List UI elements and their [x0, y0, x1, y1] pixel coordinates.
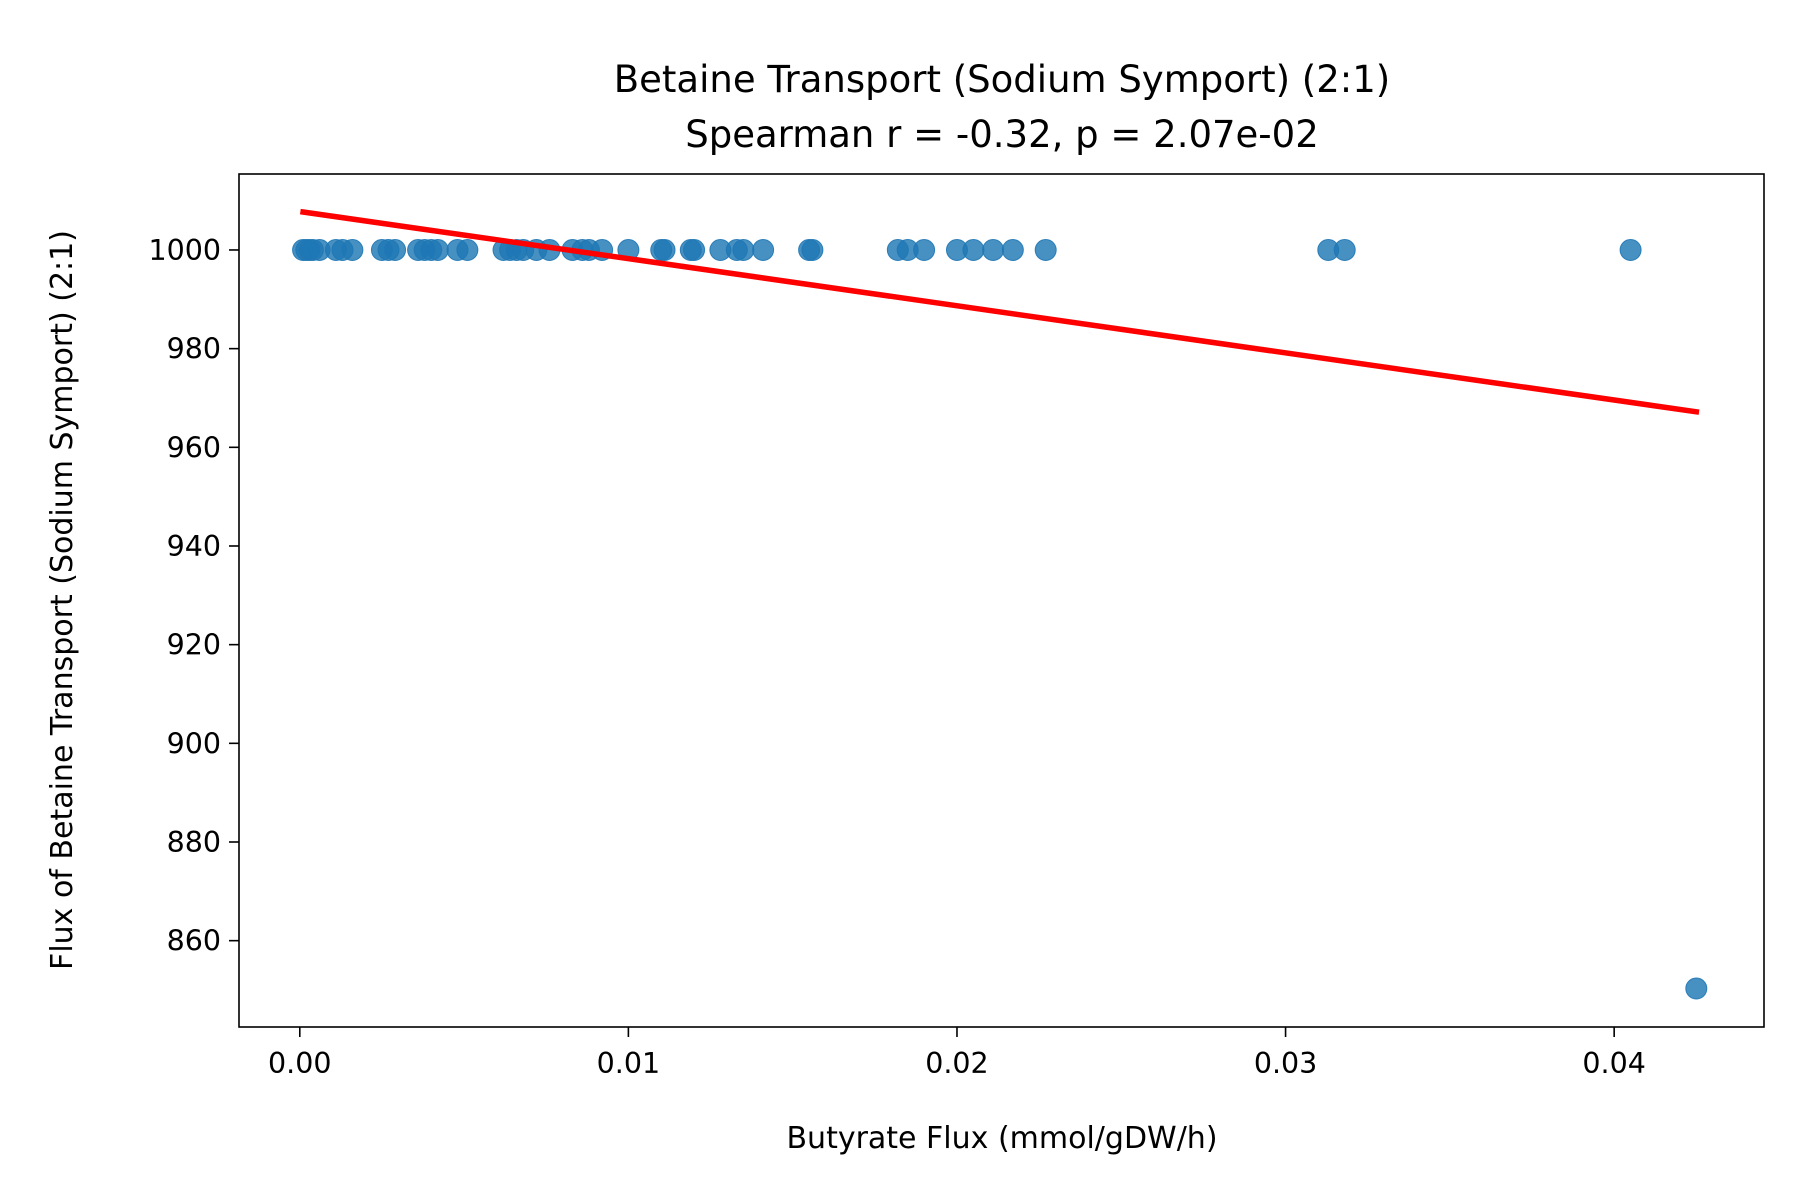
y-tick-label: 880 — [167, 826, 221, 859]
data-point — [801, 238, 824, 261]
data-point — [962, 238, 985, 261]
plot-frame — [238, 173, 1765, 1028]
data-point — [1685, 977, 1708, 1000]
x-tick-label: 0.01 — [597, 1047, 660, 1080]
y-tick-label: 900 — [167, 727, 221, 760]
y-tick-label: 940 — [167, 530, 221, 563]
trend-line-layer — [299, 208, 1700, 415]
y-axis-label: Flux of Betaine Transport (Sodium Sympor… — [45, 230, 80, 970]
data-point — [732, 238, 755, 261]
data-point — [1034, 238, 1057, 261]
y-tick-label: 980 — [167, 333, 221, 366]
data-point — [653, 238, 676, 261]
data-point — [1333, 238, 1356, 261]
x-tick-label: 0.00 — [268, 1047, 331, 1080]
data-point — [982, 238, 1005, 261]
chart-title: Betaine Transport (Sodium Symport) (2:1) — [614, 58, 1390, 101]
x-tick-label: 0.02 — [925, 1047, 988, 1080]
x-axis-label: Butyrate Flux (mmol/gDW/h) — [786, 1121, 1217, 1156]
x-tick-label: 0.04 — [1582, 1047, 1645, 1080]
y-tick-label: 960 — [167, 431, 221, 464]
y-axis-ticks: 860 880 900 920 940 960 980 1000 — [148, 234, 239, 958]
data-point — [384, 238, 407, 261]
data-point — [752, 238, 775, 261]
data-point — [913, 238, 936, 261]
y-tick-label: 1000 — [148, 234, 221, 267]
y-tick-label: 860 — [167, 925, 221, 958]
data-point — [683, 238, 706, 261]
chart-subtitle: Spearman r = -0.32, p = 2.07e-02 — [685, 113, 1318, 156]
data-points — [292, 238, 1708, 1000]
x-tick-label: 0.03 — [1254, 1047, 1317, 1080]
x-axis-ticks: 0.00 0.01 0.02 0.03 0.04 — [268, 1027, 1646, 1080]
data-point — [1001, 238, 1024, 261]
data-point — [341, 238, 364, 261]
data-point — [456, 238, 479, 261]
regression-line — [299, 208, 1700, 415]
y-tick-label: 920 — [167, 629, 221, 662]
data-point — [426, 238, 449, 261]
data-point — [1619, 238, 1642, 261]
